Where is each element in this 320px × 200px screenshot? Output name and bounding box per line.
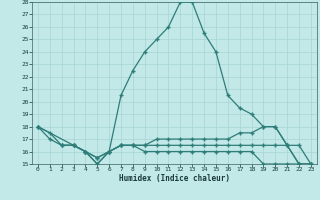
X-axis label: Humidex (Indice chaleur): Humidex (Indice chaleur): [119, 174, 230, 183]
